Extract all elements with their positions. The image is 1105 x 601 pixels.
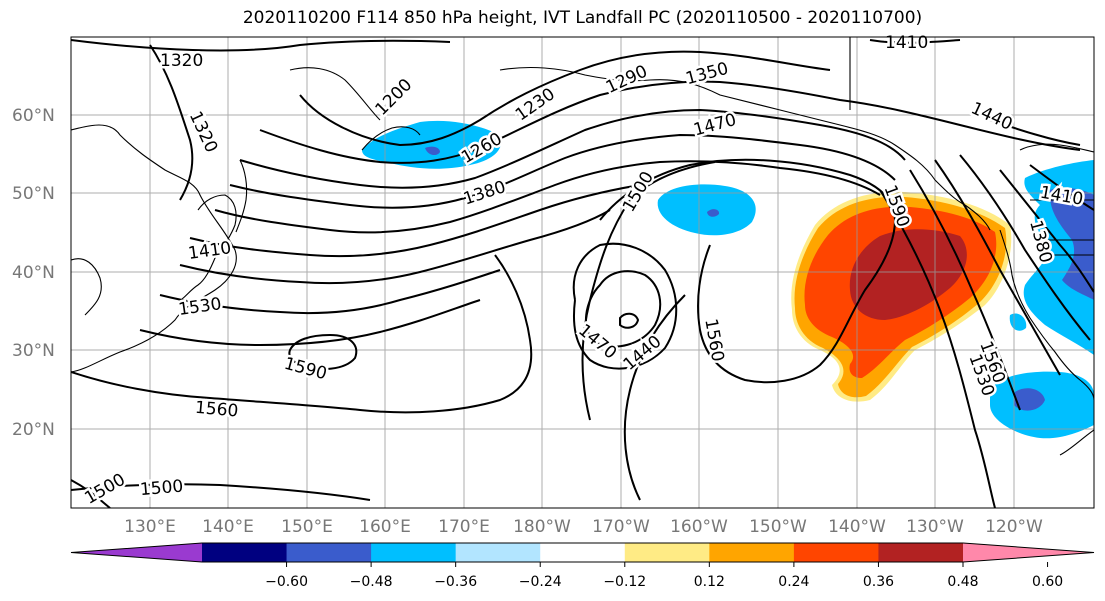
lon-label: 120°W <box>985 517 1043 537</box>
colorbar-segment <box>371 543 457 562</box>
contour-label: 1500 <box>139 476 184 500</box>
colorbar-extend-low <box>71 543 202 562</box>
contour-label: 1410 <box>187 238 233 264</box>
colorbar-tick-label: 0.36 <box>863 574 894 590</box>
shade-blue-midpac <box>657 184 756 236</box>
map-title: 2020110200 F114 850 hPa height, IVT Land… <box>242 8 923 28</box>
contour-label: 1290 <box>603 61 651 97</box>
colorbar-tick-label: 0.12 <box>694 574 725 590</box>
colorbar-segment <box>455 543 541 562</box>
contour-label: 1590 <box>282 354 329 385</box>
contour-label: 1200 <box>372 75 417 120</box>
lat-label: 40°N <box>12 263 55 283</box>
colorbar-tick-label: −0.12 <box>603 574 646 590</box>
shade-blue-se <box>990 371 1094 439</box>
lat-labels: 60°N 50°N 40°N 30°N 20°N <box>12 106 55 440</box>
lon-label: 170°W <box>592 517 650 537</box>
colorbar-segment <box>540 543 626 562</box>
colorbar-tick-label: 0.48 <box>947 574 978 590</box>
colorbar: −0.60 −0.48 −0.36 −0.24 −0.12 0.12 0.24 0.36 0.4… <box>70 542 1095 590</box>
contour-label: 1320 <box>160 51 203 71</box>
shade-blue-wcoast2 <box>1009 313 1027 331</box>
contour-label: 1560 <box>194 398 239 422</box>
ivt-shading <box>362 120 1094 439</box>
colorbar-outline <box>70 542 1095 563</box>
coastlines <box>71 37 1094 456</box>
contour-label: 1230 <box>512 84 559 125</box>
lat-label: 50°N <box>12 184 55 204</box>
lat-label: 30°N <box>12 341 55 361</box>
map-frame <box>70 36 1095 509</box>
shade-blue-nwpac <box>362 120 502 169</box>
contour-label: 1560 <box>700 317 727 363</box>
lon-label: 170°E <box>438 517 490 537</box>
contour-label: 1410 <box>885 33 928 53</box>
gridlines <box>71 37 1094 508</box>
lon-label: 150°W <box>749 517 807 537</box>
lon-label: 150°E <box>281 517 333 537</box>
colorbar-segment <box>793 543 879 562</box>
lon-label: 130°W <box>906 517 964 537</box>
shade-darkblue-nwpac <box>425 146 440 156</box>
contour-label: 1350 <box>684 59 731 90</box>
lon-label: 140°W <box>828 517 886 537</box>
lon-label: 130°E <box>124 517 176 537</box>
lon-label: 140°E <box>202 517 254 537</box>
shade-darkred-nepac <box>849 229 967 320</box>
colorbar-tick-label: −0.24 <box>519 574 562 590</box>
contour-label: 1500 <box>619 168 658 215</box>
colorbar-tick-label: −0.36 <box>434 574 477 590</box>
lon-label: 180°W <box>513 517 571 537</box>
colorbar-segment <box>624 543 710 562</box>
shade-darkblue-midpac <box>707 209 720 217</box>
contour-label: 1470 <box>574 320 620 363</box>
lon-label: 160°W <box>670 517 728 537</box>
lat-label: 20°N <box>12 420 55 440</box>
colorbar-segment <box>202 543 288 562</box>
colorbar-tick-label: −0.60 <box>265 574 308 590</box>
colorbar-segment <box>709 543 795 562</box>
lon-labels: 130°E 140°E 150°E 160°E 170°E 180°W 170°… <box>124 517 1043 537</box>
lat-label: 60°N <box>12 106 55 126</box>
colorbar-segment <box>878 543 964 562</box>
height-contours <box>71 39 1094 508</box>
colorbar-tick-label: 0.60 <box>1032 574 1063 590</box>
colorbar-extend-high <box>963 543 1094 562</box>
shade-darkblue-se <box>1014 388 1045 411</box>
colorbar-segment <box>286 543 372 562</box>
lon-label: 160°E <box>359 517 411 537</box>
colorbar-tick-label: 0.24 <box>778 574 809 590</box>
colorbar-tick-label: −0.48 <box>350 574 393 590</box>
